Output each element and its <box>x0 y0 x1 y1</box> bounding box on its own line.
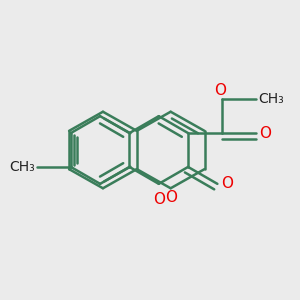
Text: O: O <box>214 83 226 98</box>
Text: O: O <box>259 126 271 141</box>
Text: O: O <box>221 176 233 191</box>
Text: CH₃: CH₃ <box>9 160 34 174</box>
Text: O: O <box>165 190 177 205</box>
Text: CH₃: CH₃ <box>258 92 284 106</box>
Text: O: O <box>153 192 165 207</box>
